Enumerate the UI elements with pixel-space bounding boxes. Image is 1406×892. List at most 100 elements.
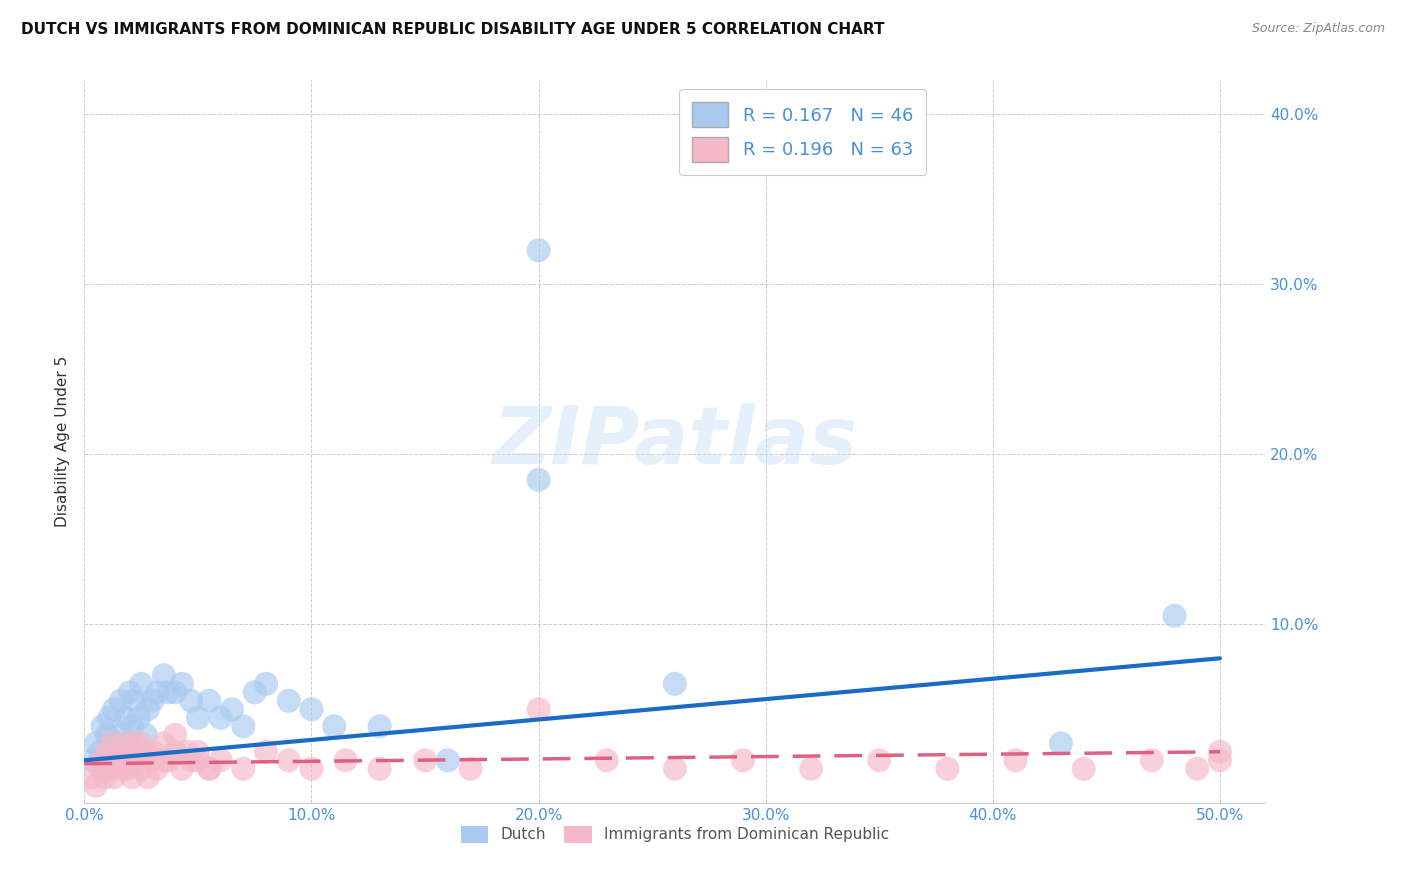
Immigrants from Dominican Republic	[1187, 762, 1209, 776]
Immigrants from Dominican Republic	[187, 745, 209, 759]
Immigrants from Dominican Republic	[460, 762, 482, 776]
Dutch	[187, 711, 209, 725]
Dutch	[323, 719, 346, 733]
Immigrants from Dominican Republic	[731, 753, 754, 767]
Dutch	[221, 702, 243, 716]
Dutch	[100, 753, 122, 767]
Immigrants from Dominican Republic	[136, 770, 159, 784]
Dutch	[1163, 608, 1185, 623]
Immigrants from Dominican Republic	[180, 753, 202, 767]
Dutch	[117, 736, 139, 750]
Dutch	[165, 685, 187, 699]
Immigrants from Dominican Republic	[121, 770, 143, 784]
Immigrants from Dominican Republic	[146, 762, 169, 776]
Immigrants from Dominican Republic	[527, 702, 550, 716]
Immigrants from Dominican Republic	[198, 762, 221, 776]
Legend: Dutch, Immigrants from Dominican Republic: Dutch, Immigrants from Dominican Republi…	[454, 820, 896, 849]
Immigrants from Dominican Republic	[96, 762, 118, 776]
Dutch	[136, 702, 159, 716]
Dutch	[124, 694, 146, 708]
Dutch	[527, 244, 550, 258]
Dutch	[243, 685, 266, 699]
Immigrants from Dominican Republic	[107, 745, 129, 759]
Dutch	[128, 711, 150, 725]
Dutch	[105, 736, 128, 750]
Text: DUTCH VS IMMIGRANTS FROM DOMINICAN REPUBLIC DISABILITY AGE UNDER 5 CORRELATION C: DUTCH VS IMMIGRANTS FROM DOMINICAN REPUB…	[21, 22, 884, 37]
Immigrants from Dominican Republic	[209, 753, 232, 767]
Immigrants from Dominican Republic	[103, 770, 125, 784]
Immigrants from Dominican Republic	[1004, 753, 1026, 767]
Immigrants from Dominican Republic	[664, 762, 686, 776]
Dutch	[277, 694, 299, 708]
Dutch	[153, 668, 176, 682]
Immigrants from Dominican Republic	[368, 762, 391, 776]
Dutch	[96, 728, 118, 742]
Immigrants from Dominican Republic	[1140, 753, 1163, 767]
Immigrants from Dominican Republic	[91, 753, 114, 767]
Dutch	[89, 745, 111, 759]
Dutch	[118, 685, 141, 699]
Immigrants from Dominican Republic	[105, 753, 128, 767]
Immigrants from Dominican Republic	[198, 762, 221, 776]
Immigrants from Dominican Republic	[187, 753, 209, 767]
Immigrants from Dominican Republic	[96, 745, 118, 759]
Immigrants from Dominican Republic	[141, 753, 163, 767]
Immigrants from Dominican Republic	[124, 736, 146, 750]
Immigrants from Dominican Republic	[596, 753, 619, 767]
Dutch	[157, 685, 180, 699]
Immigrants from Dominican Republic	[1209, 745, 1232, 759]
Dutch	[80, 753, 103, 767]
Immigrants from Dominican Republic	[118, 745, 141, 759]
Immigrants from Dominican Republic	[114, 753, 136, 767]
Dutch	[170, 677, 193, 691]
Dutch	[107, 745, 129, 759]
Immigrants from Dominican Republic	[254, 745, 277, 759]
Dutch	[664, 677, 686, 691]
Dutch	[198, 694, 221, 708]
Immigrants from Dominican Republic	[98, 762, 121, 776]
Dutch	[209, 711, 232, 725]
Y-axis label: Disability Age Under 5: Disability Age Under 5	[55, 356, 70, 527]
Dutch	[98, 711, 121, 725]
Immigrants from Dominican Republic	[84, 779, 107, 793]
Immigrants from Dominican Republic	[153, 736, 176, 750]
Dutch	[254, 677, 277, 691]
Dutch	[146, 685, 169, 699]
Dutch	[84, 736, 107, 750]
Dutch	[103, 702, 125, 716]
Dutch	[129, 677, 152, 691]
Immigrants from Dominican Republic	[157, 753, 180, 767]
Dutch	[111, 728, 134, 742]
Immigrants from Dominican Republic	[1073, 762, 1095, 776]
Immigrants from Dominican Republic	[800, 762, 823, 776]
Immigrants from Dominican Republic	[110, 762, 132, 776]
Dutch	[114, 711, 136, 725]
Immigrants from Dominican Republic	[936, 762, 959, 776]
Text: Source: ZipAtlas.com: Source: ZipAtlas.com	[1251, 22, 1385, 36]
Dutch	[1050, 736, 1073, 750]
Immigrants from Dominican Republic	[129, 762, 152, 776]
Dutch	[94, 762, 117, 776]
Dutch	[135, 728, 157, 742]
Dutch	[121, 719, 143, 733]
Dutch	[436, 753, 458, 767]
Immigrants from Dominican Republic	[117, 762, 139, 776]
Dutch	[141, 694, 163, 708]
Immigrants from Dominican Republic	[135, 745, 157, 759]
Immigrants from Dominican Republic	[1209, 753, 1232, 767]
Dutch	[232, 719, 254, 733]
Dutch	[301, 702, 323, 716]
Immigrants from Dominican Republic	[165, 728, 187, 742]
Immigrants from Dominican Republic	[277, 753, 299, 767]
Dutch	[180, 694, 202, 708]
Immigrants from Dominican Republic	[94, 770, 117, 784]
Immigrants from Dominican Republic	[301, 762, 323, 776]
Immigrants from Dominican Republic	[111, 736, 134, 750]
Immigrants from Dominican Republic	[176, 745, 198, 759]
Immigrants from Dominican Republic	[868, 753, 890, 767]
Immigrants from Dominican Republic	[165, 745, 187, 759]
Immigrants from Dominican Republic	[129, 736, 152, 750]
Immigrants from Dominican Republic	[413, 753, 436, 767]
Immigrants from Dominican Republic	[80, 770, 103, 784]
Immigrants from Dominican Republic	[107, 745, 129, 759]
